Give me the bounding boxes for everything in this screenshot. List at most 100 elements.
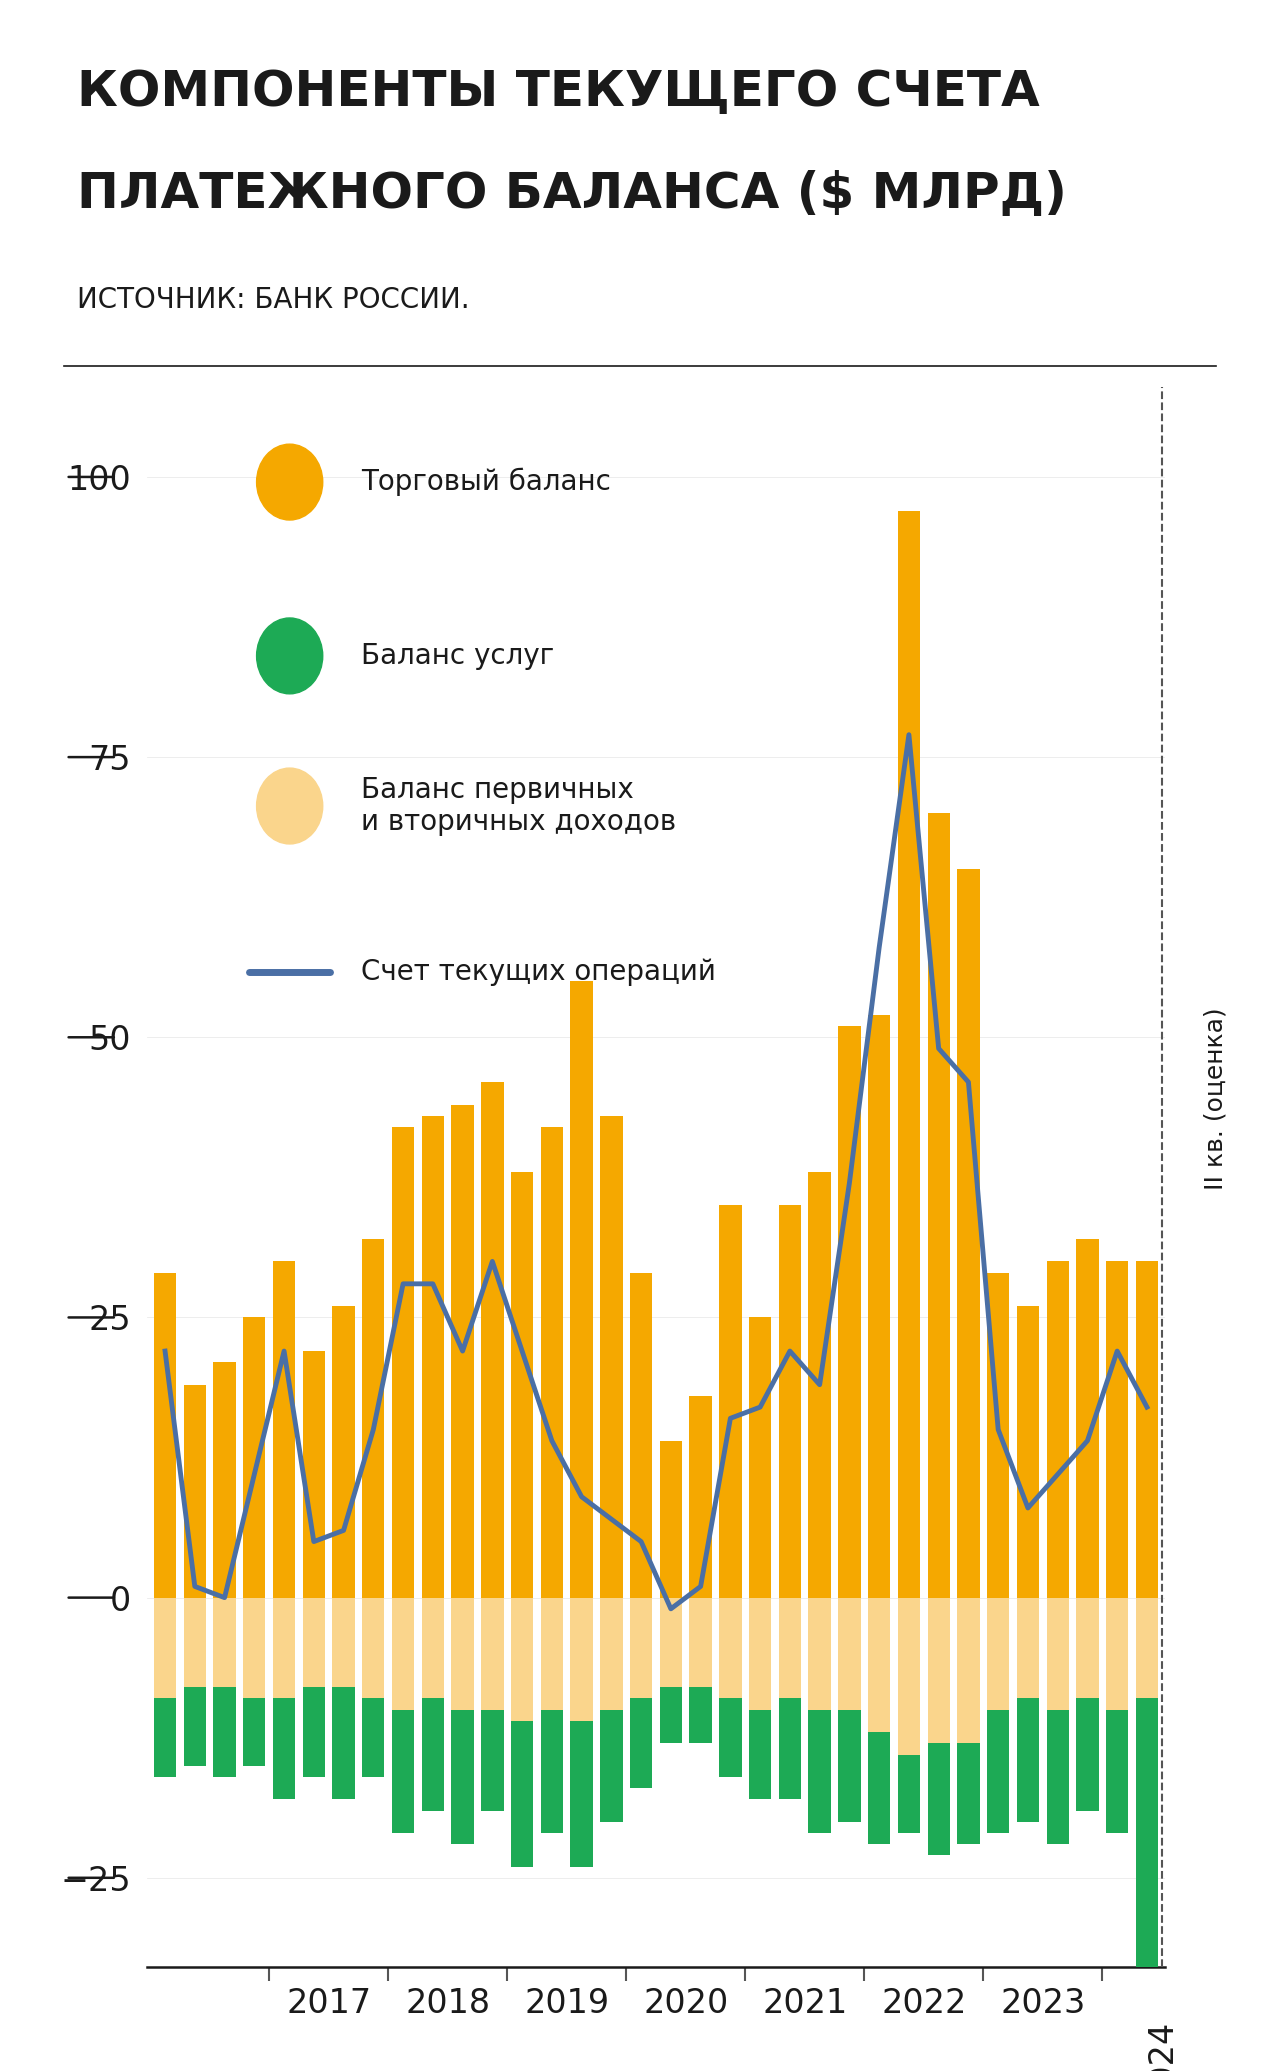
Bar (1047, 1597, 1069, 1711)
Bar (333, 1307, 355, 1597)
Text: Баланс услуг: Баланс услуг (361, 642, 554, 669)
Text: ПЛАТЕЖНОГО БАЛАНСА ($ МЛРД): ПЛАТЕЖНОГО БАЛАНСА ($ МЛРД) (77, 170, 1066, 217)
Bar (511, 1721, 534, 1866)
Bar (719, 1205, 741, 1597)
Bar (302, 1688, 325, 1777)
Bar (452, 1597, 474, 1711)
Bar (928, 1744, 950, 1856)
Bar (183, 1688, 206, 1767)
Bar (809, 1597, 831, 1711)
Bar (392, 1597, 415, 1711)
Bar (1135, 1261, 1158, 1597)
Bar (302, 1350, 325, 1597)
Bar (540, 1711, 563, 1833)
Bar (868, 1015, 891, 1597)
Bar (540, 1127, 563, 1597)
Bar (1106, 1597, 1129, 1711)
Bar (838, 1597, 860, 1711)
Bar (214, 1597, 236, 1688)
Bar (957, 1744, 979, 1843)
Bar (481, 1711, 503, 1810)
Bar (778, 1698, 801, 1800)
Ellipse shape (256, 443, 323, 520)
Bar (659, 1441, 682, 1597)
Bar (571, 982, 593, 1597)
Bar (1016, 1307, 1039, 1597)
Bar (273, 1698, 296, 1800)
Ellipse shape (256, 617, 323, 694)
Bar (154, 1698, 177, 1777)
Bar (809, 1172, 831, 1597)
Bar (778, 1597, 801, 1698)
Bar (540, 1597, 563, 1711)
Bar (690, 1396, 712, 1597)
Bar (333, 1597, 355, 1688)
Bar (630, 1272, 653, 1597)
Bar (749, 1317, 772, 1597)
Bar (987, 1597, 1010, 1711)
Bar (928, 1597, 950, 1744)
Bar (987, 1272, 1010, 1597)
Bar (392, 1711, 415, 1833)
Bar (511, 1172, 534, 1597)
Bar (987, 1711, 1010, 1833)
Bar (1076, 1698, 1098, 1810)
Bar (1047, 1261, 1069, 1597)
Bar (1135, 1698, 1158, 2001)
Bar (273, 1261, 296, 1597)
Bar (868, 1731, 891, 1843)
Bar (719, 1698, 741, 1777)
Bar (273, 1597, 296, 1698)
Bar (630, 1698, 653, 1787)
Bar (481, 1083, 503, 1597)
Bar (838, 1025, 860, 1597)
Bar (421, 1597, 444, 1698)
Text: II кв. (оценка): II кв. (оценка) (1204, 1007, 1228, 1189)
Text: Торговый баланс: Торговый баланс (361, 468, 611, 497)
Bar (600, 1711, 622, 1822)
Bar (690, 1597, 712, 1688)
Bar (183, 1385, 206, 1597)
Bar (928, 814, 950, 1597)
Bar (183, 1597, 206, 1688)
Bar (897, 1754, 920, 1833)
Bar (362, 1238, 384, 1597)
Bar (214, 1363, 236, 1597)
Bar (243, 1317, 265, 1597)
Bar (302, 1597, 325, 1688)
Bar (659, 1597, 682, 1688)
Bar (571, 1721, 593, 1866)
Text: Счет текущих операций: Счет текущих операций (361, 959, 716, 986)
Bar (481, 1597, 503, 1711)
Bar (600, 1116, 622, 1597)
Text: Баланс первичных
и вторичных доходов: Баланс первичных и вторичных доходов (361, 777, 676, 837)
Bar (421, 1698, 444, 1810)
Bar (1016, 1698, 1039, 1822)
Bar (1016, 1597, 1039, 1698)
Bar (600, 1597, 622, 1711)
Ellipse shape (256, 768, 323, 845)
Text: КОМПОНЕНТЫ ТЕКУЩЕГО СЧЕТА: КОМПОНЕНТЫ ТЕКУЩЕГО СЧЕТА (77, 68, 1039, 116)
Bar (719, 1597, 741, 1698)
Text: 2024: 2024 (1146, 2019, 1179, 2071)
Bar (897, 1597, 920, 1754)
Bar (1076, 1597, 1098, 1698)
Bar (243, 1698, 265, 1767)
Bar (571, 1597, 593, 1721)
Bar (214, 1688, 236, 1777)
Bar (154, 1272, 177, 1597)
Bar (809, 1711, 831, 1833)
Bar (630, 1597, 653, 1698)
Bar (957, 1597, 979, 1744)
Bar (362, 1597, 384, 1698)
Bar (333, 1688, 355, 1800)
Bar (452, 1711, 474, 1843)
Bar (778, 1205, 801, 1597)
Text: ИСТОЧНИК: БАНК РОСCИИ.: ИСТОЧНИК: БАНК РОСCИИ. (77, 286, 470, 315)
Bar (452, 1104, 474, 1597)
Bar (1106, 1261, 1129, 1597)
Bar (690, 1688, 712, 1744)
Bar (243, 1597, 265, 1698)
Bar (957, 870, 979, 1597)
Bar (749, 1597, 772, 1711)
